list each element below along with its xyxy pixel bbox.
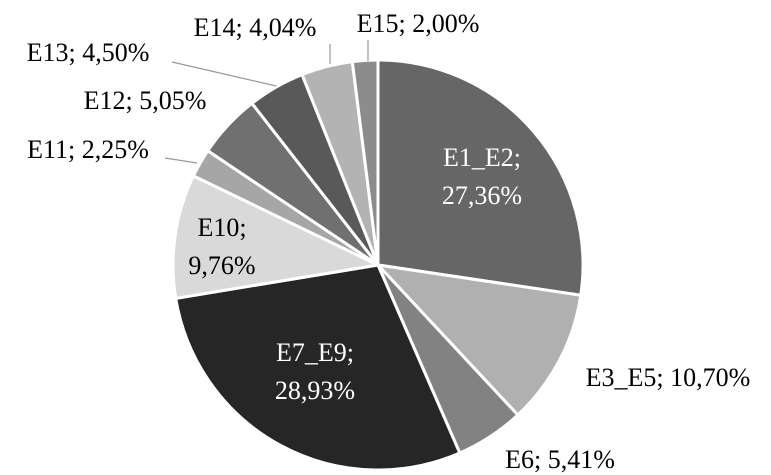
label-line: E7_E9; [276, 338, 354, 367]
slice-label: E14; 4,04% [194, 13, 317, 42]
pie-slice [376, 58, 585, 297]
pie-slice [174, 263, 462, 472]
label-line: E10; [197, 213, 246, 242]
label-line: E1_E2; [443, 143, 521, 172]
slice-label: E10; 9,76% [188, 213, 255, 280]
slice-label: E11; 2,25% [27, 135, 149, 164]
slice-label: E15; 2,00% [357, 9, 480, 38]
label-line: 28,93% [275, 376, 355, 405]
leader-line [164, 157, 198, 164]
label-line: 9,76% [188, 251, 255, 280]
slice-label: E12; 5,05% [84, 86, 207, 115]
pie-slice [373, 262, 583, 418]
label-line: 27,36% [442, 181, 522, 210]
pie-slice [171, 173, 383, 301]
slice-label: E6; 5,41% [505, 445, 615, 474]
leader-line [171, 61, 277, 87]
slice-label: E3_E5; 10,70% [586, 363, 751, 392]
slice-label: E1_E2; 27,36% [442, 143, 522, 210]
slice-label: E13; 4,50% [27, 38, 150, 67]
slice-label: E7_E9; 28,93% [275, 338, 355, 405]
pie-slice [350, 58, 380, 266]
